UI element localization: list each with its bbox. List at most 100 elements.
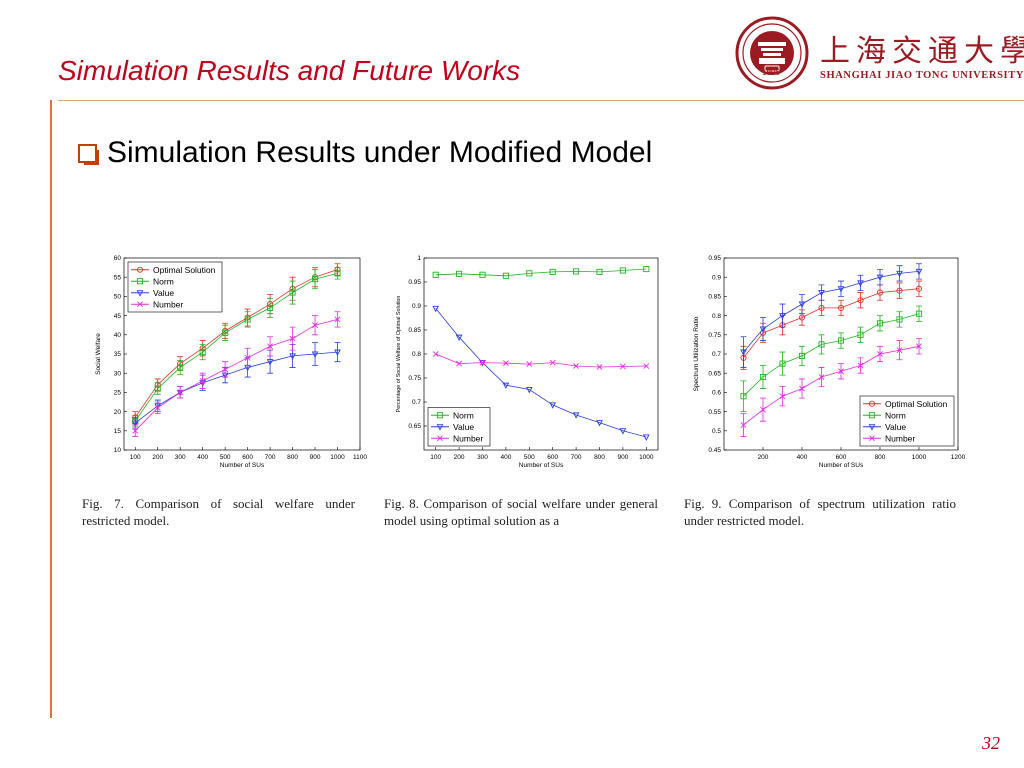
error-bar bbox=[334, 267, 341, 280]
series-line bbox=[134, 269, 338, 418]
series-line bbox=[134, 273, 338, 422]
data-point bbox=[642, 434, 650, 441]
series-norm bbox=[740, 305, 923, 412]
y-tick-label: 0.5 bbox=[712, 428, 721, 435]
x-tick-label: 1200 bbox=[951, 454, 966, 461]
data-point bbox=[222, 366, 229, 373]
error-bar bbox=[154, 382, 161, 395]
x-tick-label: 400 bbox=[500, 454, 511, 461]
x-tick-label: 300 bbox=[175, 454, 186, 461]
error-bar bbox=[857, 326, 864, 343]
data-point bbox=[896, 347, 903, 354]
y-tick-label: 25 bbox=[114, 390, 122, 397]
data-point bbox=[502, 382, 510, 390]
data-point bbox=[267, 304, 274, 311]
y-tick-label: 0.9 bbox=[412, 303, 421, 310]
data-point bbox=[759, 326, 767, 333]
y-tick-label: 0.8 bbox=[412, 351, 421, 358]
series-number bbox=[132, 311, 341, 437]
x-tick-label: 1100 bbox=[353, 454, 367, 461]
legend-label: Value bbox=[153, 288, 174, 298]
data-point bbox=[549, 268, 556, 275]
data-point bbox=[759, 373, 767, 381]
series-line bbox=[743, 313, 920, 397]
data-point bbox=[876, 320, 884, 327]
data-point bbox=[199, 377, 206, 384]
error-bar bbox=[838, 280, 844, 297]
error-bar bbox=[838, 299, 844, 316]
data-point bbox=[779, 313, 786, 320]
data-point bbox=[915, 285, 923, 292]
error-bar bbox=[818, 284, 825, 301]
series-value bbox=[740, 263, 923, 368]
x-tick-label: 400 bbox=[797, 454, 808, 461]
logo-english-text: Shanghai Jiao Tong University bbox=[820, 70, 1024, 81]
y-axis-label: Percentage of Social Welfare of Optimal … bbox=[396, 296, 402, 413]
legend-label: Norm bbox=[885, 410, 906, 420]
error-bar bbox=[199, 344, 206, 361]
x-tick-label: 700 bbox=[571, 454, 582, 461]
data-point bbox=[837, 286, 845, 293]
error-bar bbox=[896, 265, 903, 282]
y-axis-label: Spectrum Utilization Ratio bbox=[693, 316, 700, 391]
data-point bbox=[619, 267, 626, 274]
caption-fig8: Fig. 8. Comparison of social welfare und… bbox=[384, 496, 658, 528]
slide-title: Simulation Results and Future Works bbox=[58, 55, 521, 86]
data-point bbox=[915, 268, 923, 276]
data-point bbox=[818, 374, 825, 380]
data-point bbox=[244, 354, 251, 361]
logo-chinese-text: 上海交通大學 bbox=[820, 34, 1024, 69]
data-point bbox=[877, 351, 883, 357]
legend-label: Value bbox=[885, 422, 906, 432]
data-point bbox=[432, 271, 439, 278]
error-bar bbox=[799, 345, 805, 366]
x-tick-label: 200 bbox=[454, 454, 465, 461]
legend-marker bbox=[868, 400, 876, 407]
error-bar bbox=[838, 332, 844, 349]
data-point bbox=[549, 359, 556, 366]
x-axis-label: Number of SUs bbox=[220, 462, 265, 469]
data-point bbox=[896, 316, 903, 323]
data-point bbox=[779, 393, 786, 400]
data-point bbox=[526, 361, 533, 367]
error-bar bbox=[916, 305, 922, 322]
error-bar bbox=[312, 342, 319, 366]
x-tick-label: 900 bbox=[617, 454, 628, 461]
data-point bbox=[244, 316, 251, 323]
caption-fig7: Fig. 7. Comparison of social welfare und… bbox=[82, 496, 355, 528]
x-tick-label: 1000 bbox=[330, 454, 345, 461]
data-point bbox=[837, 304, 845, 311]
data-point bbox=[596, 268, 603, 275]
data-point bbox=[876, 274, 884, 282]
data-point bbox=[222, 329, 229, 336]
y-tick-label: 0.85 bbox=[408, 327, 421, 334]
data-point bbox=[779, 360, 786, 367]
error-bar bbox=[222, 324, 229, 341]
x-tick-label: 800 bbox=[594, 454, 605, 461]
data-point bbox=[572, 412, 580, 419]
x-tick-label: 800 bbox=[287, 454, 298, 461]
series-norm bbox=[432, 265, 650, 279]
x-tick-label: 300 bbox=[477, 454, 488, 461]
data-point bbox=[760, 406, 766, 413]
data-point bbox=[857, 362, 864, 369]
data-point bbox=[311, 351, 319, 358]
x-tick-label: 1000 bbox=[912, 454, 927, 461]
legend-marker bbox=[868, 424, 876, 431]
error-bar bbox=[896, 282, 903, 299]
error-bar bbox=[740, 336, 747, 368]
data-point bbox=[837, 337, 845, 344]
x-tick-label: 600 bbox=[242, 454, 253, 461]
data-point bbox=[502, 272, 509, 279]
legend-label: Number bbox=[453, 433, 483, 443]
data-point bbox=[154, 404, 161, 411]
data-point bbox=[573, 268, 580, 275]
x-tick-label: 500 bbox=[220, 454, 231, 461]
error-bar bbox=[896, 311, 903, 328]
x-tick-label: 700 bbox=[265, 454, 276, 461]
data-point bbox=[479, 359, 486, 366]
x-axis-label: Number of SUs bbox=[519, 462, 564, 469]
x-tick-label: 1000 bbox=[639, 454, 654, 461]
y-tick-label: 40 bbox=[114, 332, 122, 339]
legend-label: Norm bbox=[153, 276, 174, 286]
